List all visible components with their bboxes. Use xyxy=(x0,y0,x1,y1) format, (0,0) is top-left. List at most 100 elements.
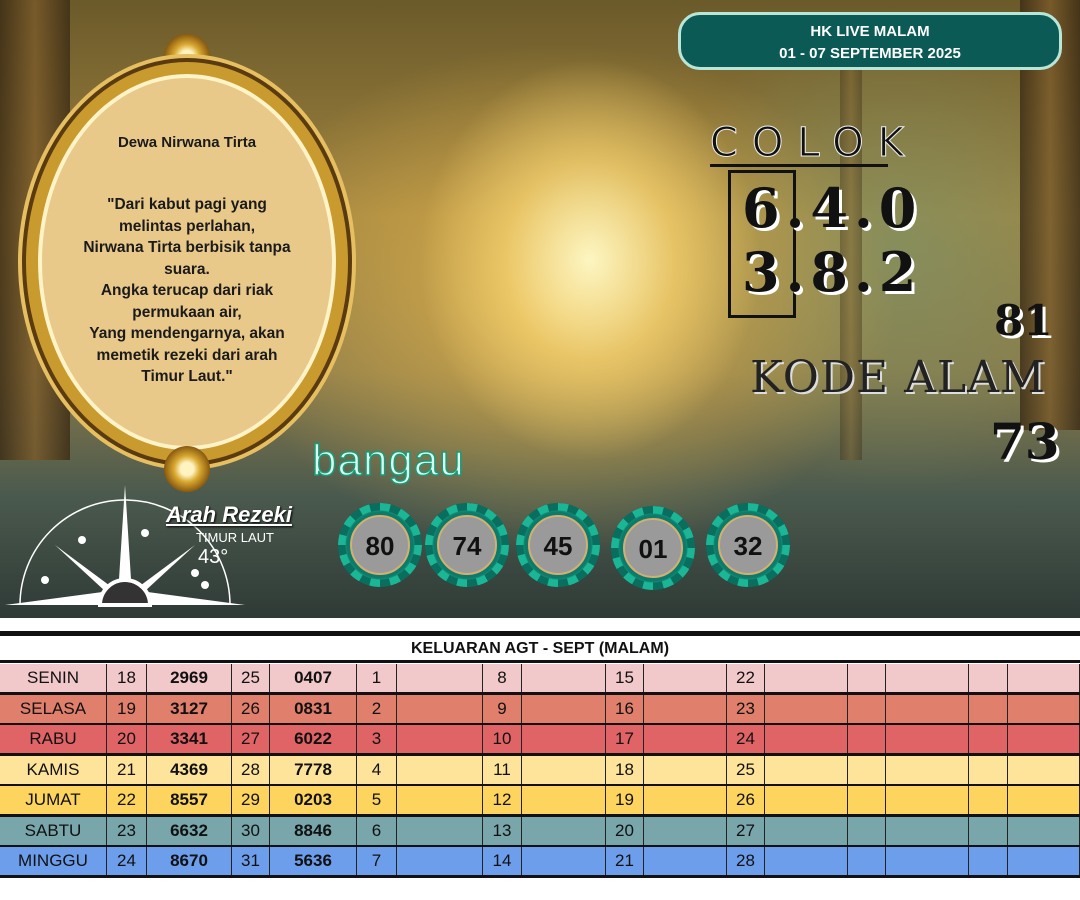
table-cell: 19 xyxy=(606,786,644,814)
header-title: HK LIVE MALAM xyxy=(810,23,930,40)
table-cell: 8670 xyxy=(147,847,232,875)
poster-background: HK LIVE MALAM 01 - 07 SEPTEMBER 2025 Dew… xyxy=(0,0,1080,618)
kode-alam-number: 81 xyxy=(994,296,1053,345)
table-cell xyxy=(969,725,1008,753)
oval-title: Dewa Nirwana Tirta xyxy=(117,134,257,151)
table-cell: 9 xyxy=(483,694,522,723)
number-value: 80 xyxy=(350,515,410,575)
table-cell xyxy=(644,725,727,753)
table-cell xyxy=(886,786,969,814)
table-cell xyxy=(397,694,483,723)
table-cell: 4369 xyxy=(147,755,232,784)
arah-direction: TIMUR LAUT xyxy=(196,530,274,545)
table-cell xyxy=(886,694,969,723)
compass-icon xyxy=(5,485,245,607)
table-cell: 30 xyxy=(232,816,270,845)
number-value: 32 xyxy=(718,515,778,575)
table-cell: 6632 xyxy=(147,816,232,845)
table-cell xyxy=(397,847,483,875)
table-cell: 5636 xyxy=(270,847,357,875)
table-cell xyxy=(397,816,483,845)
table-cell xyxy=(969,816,1008,845)
table-cell: 29 xyxy=(232,786,270,814)
table-cell: 16 xyxy=(606,694,644,723)
table-cell: 14 xyxy=(483,847,522,875)
table-cell: 10 xyxy=(483,725,522,753)
table-cell: 8557 xyxy=(147,786,232,814)
day-cell: KAMIS xyxy=(0,755,107,784)
day-cell: SELASA xyxy=(0,694,107,723)
table-cell xyxy=(765,694,848,723)
table-cell xyxy=(522,847,606,875)
table-cell xyxy=(886,725,969,753)
colok-row-1: 6.4.0 xyxy=(742,176,923,240)
table-cell: 24 xyxy=(107,847,147,875)
table-cell: 26 xyxy=(232,694,270,723)
table-cell xyxy=(522,755,606,784)
table-title: KELUARAN AGT - SEPT (MALAM) xyxy=(0,637,1080,663)
table-cell xyxy=(1008,847,1080,875)
table-cell: 7778 xyxy=(270,755,357,784)
table-cell: 6 xyxy=(357,816,397,845)
table-cell xyxy=(886,664,969,692)
table-cell: 7 xyxy=(357,847,397,875)
kode-alam-number: 73 xyxy=(990,412,1060,471)
table-cell xyxy=(848,725,886,753)
table-cell xyxy=(522,725,606,753)
table-cell xyxy=(848,847,886,875)
table-cell xyxy=(886,847,969,875)
day-cell: MINGGU xyxy=(0,847,107,875)
table-cell xyxy=(848,664,886,692)
table-cell: 0407 xyxy=(270,664,357,692)
table-row: MINGGU 24 8670 31 5636 7 14 21 28 xyxy=(0,847,1080,878)
number-ball: 80 xyxy=(338,503,422,587)
table-cell xyxy=(644,847,727,875)
table-cell xyxy=(522,816,606,845)
colok-highlight-box xyxy=(728,170,796,318)
table-cell: 0831 xyxy=(270,694,357,723)
colok-title: COLOK xyxy=(710,120,918,167)
table-cell xyxy=(397,725,483,753)
table-cell xyxy=(969,847,1008,875)
table-cell: 12 xyxy=(483,786,522,814)
table-cell: 20 xyxy=(606,816,644,845)
table-cell: 4 xyxy=(357,755,397,784)
number-value: 45 xyxy=(528,515,588,575)
table-cell: 23 xyxy=(107,816,147,845)
table-cell xyxy=(848,786,886,814)
table-cell: 2969 xyxy=(147,664,232,692)
table-cell xyxy=(765,664,848,692)
table-cell: 28 xyxy=(727,847,765,875)
table-cell: 18 xyxy=(107,664,147,692)
table-cell xyxy=(397,755,483,784)
divider xyxy=(0,631,1080,636)
table-cell xyxy=(644,816,727,845)
table-cell xyxy=(397,664,483,692)
table-cell: 2 xyxy=(357,694,397,723)
table-cell xyxy=(1008,755,1080,784)
day-cell: RABU xyxy=(0,725,107,753)
table-cell xyxy=(522,664,606,692)
table-cell xyxy=(644,664,727,692)
table-cell: 22 xyxy=(107,786,147,814)
table-cell xyxy=(848,694,886,723)
table-row: KAMIS 21 4369 28 7778 4 11 18 25 xyxy=(0,755,1080,787)
oval-poem: "Dari kabut pagi yang melintas perlahan,… xyxy=(83,196,291,385)
arah-rezeki-title: Arah Rezeki xyxy=(166,502,292,527)
table-cell xyxy=(765,816,848,845)
table-cell xyxy=(397,786,483,814)
table-cell: 19 xyxy=(107,694,147,723)
table-cell xyxy=(765,786,848,814)
table-cell xyxy=(969,755,1008,784)
table-cell: 15 xyxy=(606,664,644,692)
table-cell xyxy=(886,816,969,845)
table-cell: 5 xyxy=(357,786,397,814)
table-cell: 13 xyxy=(483,816,522,845)
table-cell xyxy=(1008,786,1080,814)
table-row: RABU 20 3341 27 6022 3 10 17 24 xyxy=(0,725,1080,756)
table-cell: 3 xyxy=(357,725,397,753)
number-value: 74 xyxy=(437,515,497,575)
day-cell: JUMAT xyxy=(0,786,107,814)
table-cell xyxy=(1008,725,1080,753)
table-cell: 3127 xyxy=(147,694,232,723)
